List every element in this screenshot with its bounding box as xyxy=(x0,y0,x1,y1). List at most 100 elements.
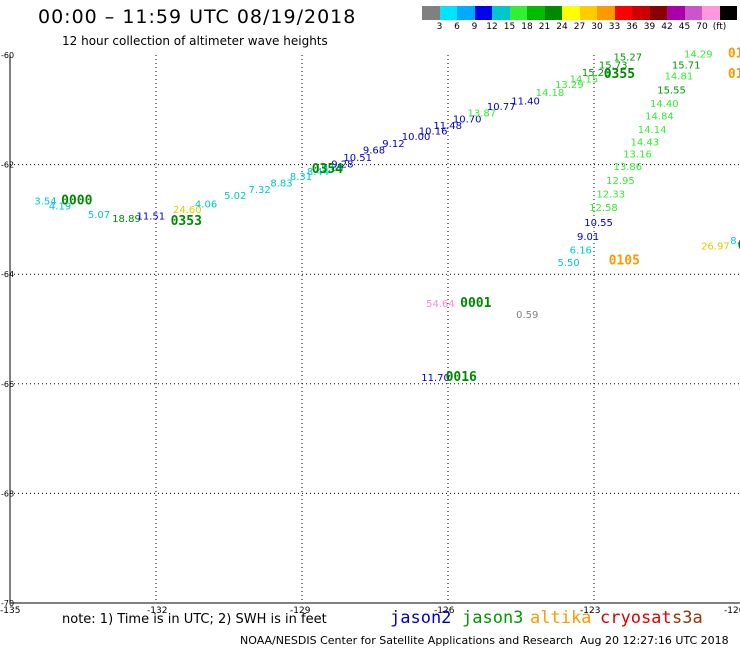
wave-height-label: 14.40 xyxy=(650,99,679,110)
colorbar-swatch xyxy=(562,6,580,20)
wave-height-label: 6.16 xyxy=(570,245,592,256)
wave-height-label: 4.06 xyxy=(195,199,217,210)
lon-tick-label: -132 xyxy=(147,606,167,616)
pass-time-label: 0353 xyxy=(171,214,202,229)
colorbar-label: (ft) xyxy=(712,22,727,32)
lon-tick-label: -120 xyxy=(724,606,740,616)
wave-height-label: 9.28 xyxy=(331,159,353,170)
lat-tick-label: -62 xyxy=(1,161,14,170)
wave-height-label: 14.81 xyxy=(665,72,694,83)
pass-time-label: 0000 xyxy=(61,194,92,209)
wave-height-label: 12.33 xyxy=(596,189,625,200)
pass-time-label: 0355 xyxy=(604,67,635,82)
pass-time-label: 0354 xyxy=(312,162,343,177)
wave-height-label: 10.00 xyxy=(402,132,431,143)
colorbar-label: 15 xyxy=(503,22,516,32)
pass-time-label: 03 xyxy=(738,239,740,254)
wave-height-label: 4.19 xyxy=(49,202,71,213)
wave-height-label: 10.51 xyxy=(343,153,372,164)
pass-time-label: 0104 xyxy=(728,67,740,82)
wave-height-label: 15.73 xyxy=(599,61,628,72)
wave-height-label: 14.84 xyxy=(645,112,674,123)
wave-height-label: 14.29 xyxy=(684,50,713,61)
legend-jason3: jason3 xyxy=(462,608,524,628)
colorbar-label: 21 xyxy=(538,22,551,32)
wave-height-label: 13.86 xyxy=(613,162,642,173)
legend-cryosat: cryosat xyxy=(600,608,672,628)
wave-height-label: 9.68 xyxy=(363,146,385,157)
wave-height-label: 10.70 xyxy=(453,114,482,125)
colorbar-swatch xyxy=(667,6,685,20)
lat-tick-label: -68 xyxy=(1,489,14,498)
lon-tick-label: -135 xyxy=(0,606,20,616)
colorbar xyxy=(422,6,737,20)
colorbar-swatch xyxy=(597,6,615,20)
colorbar-swatch xyxy=(632,6,650,20)
wave-height-label: 5.50 xyxy=(558,258,580,269)
colorbar-swatch xyxy=(422,6,440,20)
footer-timestamp: Aug 20 12:27:16 UTC 2018 xyxy=(580,634,729,647)
colorbar-swatch xyxy=(474,6,492,20)
colorbar-swatch xyxy=(544,6,562,20)
wave-height-label: 11.51 xyxy=(137,211,166,222)
wave-height-label: 15.55 xyxy=(657,85,686,96)
wave-height-label: 14.14 xyxy=(638,125,667,136)
colorbar-label: 45 xyxy=(678,22,691,32)
wave-height-label: 10.16 xyxy=(419,126,448,137)
wave-height-label: 13.29 xyxy=(555,80,584,91)
wave-height-label: 54.64 xyxy=(426,299,455,310)
lon-tick-label: -123 xyxy=(580,606,600,616)
wave-height-label: 7.32 xyxy=(248,185,270,196)
wave-height-label: 12.95 xyxy=(606,176,635,187)
lat-tick-label: -60 xyxy=(1,51,14,60)
lon-tick-label: -129 xyxy=(290,606,311,616)
wave-height-label: 8.83 xyxy=(270,179,292,190)
colorbar-label: 12 xyxy=(486,22,498,32)
legend-jason2: jason2 xyxy=(390,608,452,628)
legend-s3a: s3a xyxy=(672,608,703,628)
map-subtitle: 12 hour collection of altimeter wave hei… xyxy=(62,34,328,48)
wave-height-label: 8.01 xyxy=(730,236,740,247)
pass-time-label: 0001 xyxy=(460,296,491,311)
colorbar-swatch xyxy=(614,6,632,20)
wave-height-label: 0.59 xyxy=(516,310,538,321)
wave-height-label: 11.48 xyxy=(433,121,462,132)
wave-height-label: 15.26 xyxy=(582,68,611,79)
wave-height-label: 10.77 xyxy=(487,102,516,113)
pass-time-label: 0016 xyxy=(446,370,477,385)
colorbar-label: 36 xyxy=(626,22,638,32)
colorbar-swatch xyxy=(509,6,527,20)
wave-height-label: 9.89 xyxy=(321,163,343,174)
wave-height-label: 18.89 xyxy=(112,214,141,225)
wave-height-label: 12.58 xyxy=(589,203,618,214)
colorbar-label: 42 xyxy=(661,22,673,32)
wave-height-label: 9.01 xyxy=(577,232,599,243)
wave-height-label: 13.87 xyxy=(467,108,496,119)
colorbar-swatch xyxy=(649,6,667,20)
lon-tick-label: -126 xyxy=(434,606,455,616)
wave-height-label: 5.07 xyxy=(88,210,110,221)
colorbar-label: 24 xyxy=(556,22,568,32)
colorbar-swatch xyxy=(527,6,545,20)
wave-height-label: 3.54 xyxy=(34,197,56,208)
wave-height-label: 15.71 xyxy=(672,61,701,72)
wave-height-label: 15.27 xyxy=(613,52,642,63)
colorbar-label: 3 xyxy=(436,22,443,32)
colorbar-label: 18 xyxy=(521,22,533,32)
lat-tick-label: -70 xyxy=(1,599,14,608)
colorbar-label: 30 xyxy=(591,22,603,32)
colorbar-swatch xyxy=(702,6,720,20)
pass-time-label: 0105 xyxy=(609,253,640,268)
pass-time-label: 0103 xyxy=(728,47,740,62)
colorbar-swatch xyxy=(439,6,457,20)
wave-height-label: 11.40 xyxy=(511,96,540,107)
colorbar-label: 70 xyxy=(696,22,708,32)
colorbar-label: 27 xyxy=(573,22,586,32)
footer-credit: NOAA/NESDIS Center for Satellite Applica… xyxy=(240,634,574,647)
wave-height-label: 13.16 xyxy=(623,149,652,160)
wave-height-label: 14.43 xyxy=(631,137,660,148)
legend-altika: altika xyxy=(530,608,592,628)
wave-height-label: 14.15 xyxy=(570,74,599,85)
colorbar-label: 39 xyxy=(643,22,656,32)
lat-tick-label: -66 xyxy=(1,380,14,389)
